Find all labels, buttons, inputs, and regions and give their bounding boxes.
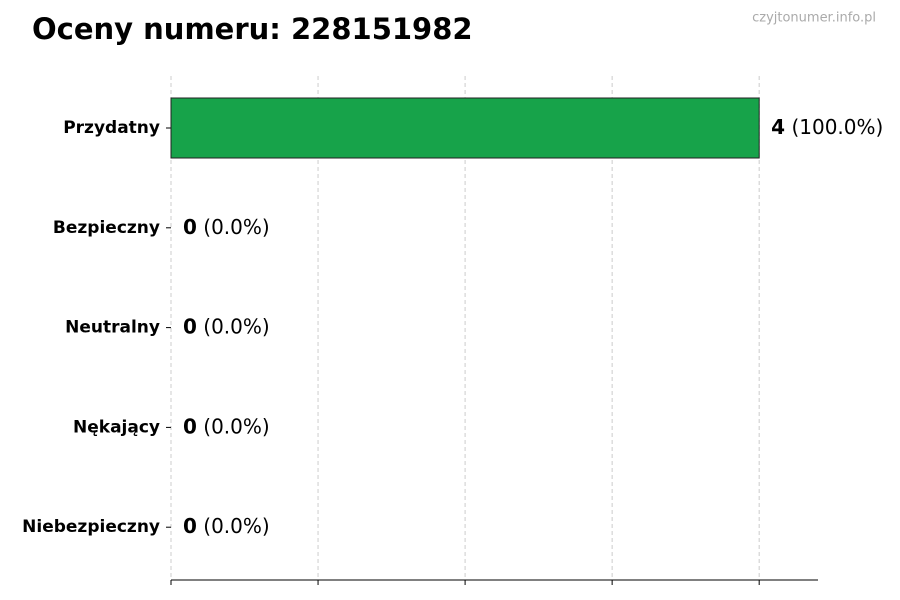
value-label: 0 [183,414,197,438]
y-tick-label: Niebezpieczny [22,517,160,537]
bar [170,97,760,159]
chart-title: Oceny numeru: 228151982 [32,12,473,46]
percent-label: (0.0%) [203,314,269,338]
percent-label: (100.0%) [791,115,883,139]
value-label: 0 [183,214,197,238]
percent-label: (0.0%) [203,214,269,238]
watermark: czyjtonumer.info.pl [752,11,876,26]
data-label: 4 (100.0%) [771,115,883,139]
percent-label: (0.0%) [203,514,269,538]
data-label: 0 (0.0%) [183,314,270,338]
data-label: 0 (0.0%) [183,414,270,438]
data-label: 0 (0.0%) [183,514,270,538]
y-tick-label: Przydatny [63,118,160,138]
y-tick-label: Bezpieczny [53,218,160,238]
value-label: 0 [183,514,197,538]
y-tick-label: Nękający [73,417,160,437]
percent-label: (0.0%) [203,414,269,438]
value-label: 4 [771,115,785,139]
value-label: 0 [183,314,197,338]
data-label: 0 (0.0%) [183,214,270,238]
y-tick-label: Neutralny [65,318,160,338]
